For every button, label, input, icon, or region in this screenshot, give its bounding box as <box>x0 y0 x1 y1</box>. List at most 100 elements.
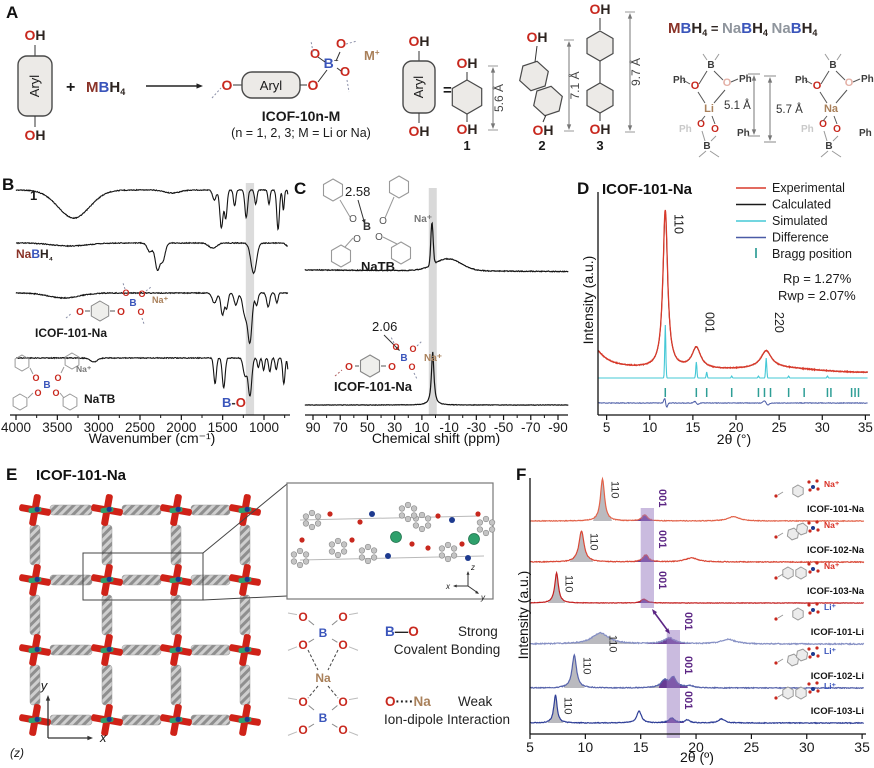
line <box>59 392 65 399</box>
carbon-atom <box>488 526 496 533</box>
line <box>348 646 359 651</box>
trace-label-ICOF-101-Na: ICOF-101-Na <box>807 504 865 515</box>
linker-rod <box>239 594 251 636</box>
oxygen-atom <box>435 513 441 519</box>
line <box>336 67 342 72</box>
line <box>348 731 359 736</box>
boron-atom <box>369 511 375 517</box>
line <box>308 620 315 626</box>
carbon-atom <box>488 519 496 526</box>
highlight-band <box>428 188 437 415</box>
carbon-atom <box>358 554 366 561</box>
arrowhead <box>490 67 496 73</box>
oh-label: OH <box>589 121 610 137</box>
ion-label: Na⁺ <box>824 479 840 489</box>
benzene-ring <box>90 300 110 322</box>
o-label: O <box>813 80 822 92</box>
carbon-atom <box>404 501 412 509</box>
peak-label-001: 001 <box>682 656 694 674</box>
line <box>824 53 830 61</box>
arrowhead <box>395 346 400 351</box>
peak-label-001: 001 <box>682 691 694 709</box>
carbon-atom <box>290 558 298 565</box>
trace-label-ICOF-103-Na: ICOF-103-Na <box>807 586 865 597</box>
carbon-atom <box>358 547 366 554</box>
benzene-ring <box>388 175 410 199</box>
line <box>287 646 298 651</box>
difference-trace <box>598 398 868 408</box>
oh-label: OH <box>526 29 547 45</box>
line <box>833 115 838 125</box>
o-label: O <box>122 288 129 298</box>
line <box>344 237 354 248</box>
arrowhead <box>490 123 496 129</box>
arrowhead <box>361 219 366 224</box>
carbon-atom <box>314 513 322 520</box>
peak-label-110: 110 <box>580 657 592 675</box>
line <box>141 317 145 325</box>
trace-label-icof: ICOF-101-Na <box>35 326 107 340</box>
benzene-ring <box>62 393 78 411</box>
o-atom <box>815 520 819 524</box>
o-atom <box>816 654 820 658</box>
ion-label: Li⁺ <box>824 602 837 612</box>
o-atom <box>774 661 778 665</box>
o-atom <box>815 681 819 685</box>
line <box>348 612 359 616</box>
oh-label: OH <box>589 1 610 17</box>
arrowhead <box>196 83 203 89</box>
line <box>534 45 538 63</box>
ion-label: Na⁺ <box>824 561 840 571</box>
carbon-atom <box>410 505 418 512</box>
o-label: O <box>408 362 415 372</box>
oh-label: OH <box>24 127 45 143</box>
trace-label-nabh4: NaBH₄ <box>16 247 53 262</box>
carbon-atom <box>404 515 412 523</box>
xrd-trace-ICOF-103-Na <box>530 570 864 604</box>
peak-label-001: 001 <box>656 530 668 548</box>
bond-pair-label: B—O <box>385 624 419 639</box>
boron-atom <box>385 553 391 559</box>
b-atom <box>811 687 815 691</box>
tick-label: 1000 <box>249 420 279 435</box>
line <box>777 491 784 496</box>
ph-label: Ph <box>861 74 874 85</box>
ph-label: Ph <box>737 128 750 139</box>
framework-node <box>160 564 192 596</box>
line <box>831 150 842 158</box>
line <box>308 638 315 643</box>
trace-label-ICOF-103-Li: ICOF-103-Li <box>811 706 864 717</box>
panel-d: 5 10 15 20 25 30 35 110 001 220 Experimental Calcul… <box>597 181 873 435</box>
line <box>29 367 34 375</box>
shift-value: 2.58 <box>345 184 370 199</box>
o-atom <box>816 610 820 614</box>
na-label: Na <box>315 671 331 685</box>
o-label: O <box>819 119 827 130</box>
arrowhead <box>627 125 633 131</box>
o-label: O <box>845 77 854 89</box>
xrd-trace-ICOF-102-Na <box>529 530 865 564</box>
peak-label-220: 220 <box>772 312 786 333</box>
peak-fill-110 <box>564 632 637 644</box>
o-label: O <box>138 289 145 299</box>
b-label: B <box>363 221 371 233</box>
line <box>390 336 395 344</box>
line <box>299 515 481 521</box>
peak-label-110: 110 <box>671 214 685 234</box>
xrd-trace-ICOF-101-Na <box>529 476 865 523</box>
line <box>682 79 691 85</box>
b-label: B <box>129 298 136 309</box>
line <box>835 70 846 81</box>
line <box>317 69 328 83</box>
ir-trace-NaBH4 <box>15 241 289 275</box>
peak-label-001: 001 <box>702 312 716 333</box>
carbon-atom <box>476 526 484 533</box>
line <box>832 135 839 142</box>
inset-axis: z x y <box>445 563 486 602</box>
benzene-ring <box>795 648 809 662</box>
benzene-ring <box>451 79 483 115</box>
b-atom <box>811 608 815 612</box>
bond-pair-label: O····Na <box>385 694 431 709</box>
